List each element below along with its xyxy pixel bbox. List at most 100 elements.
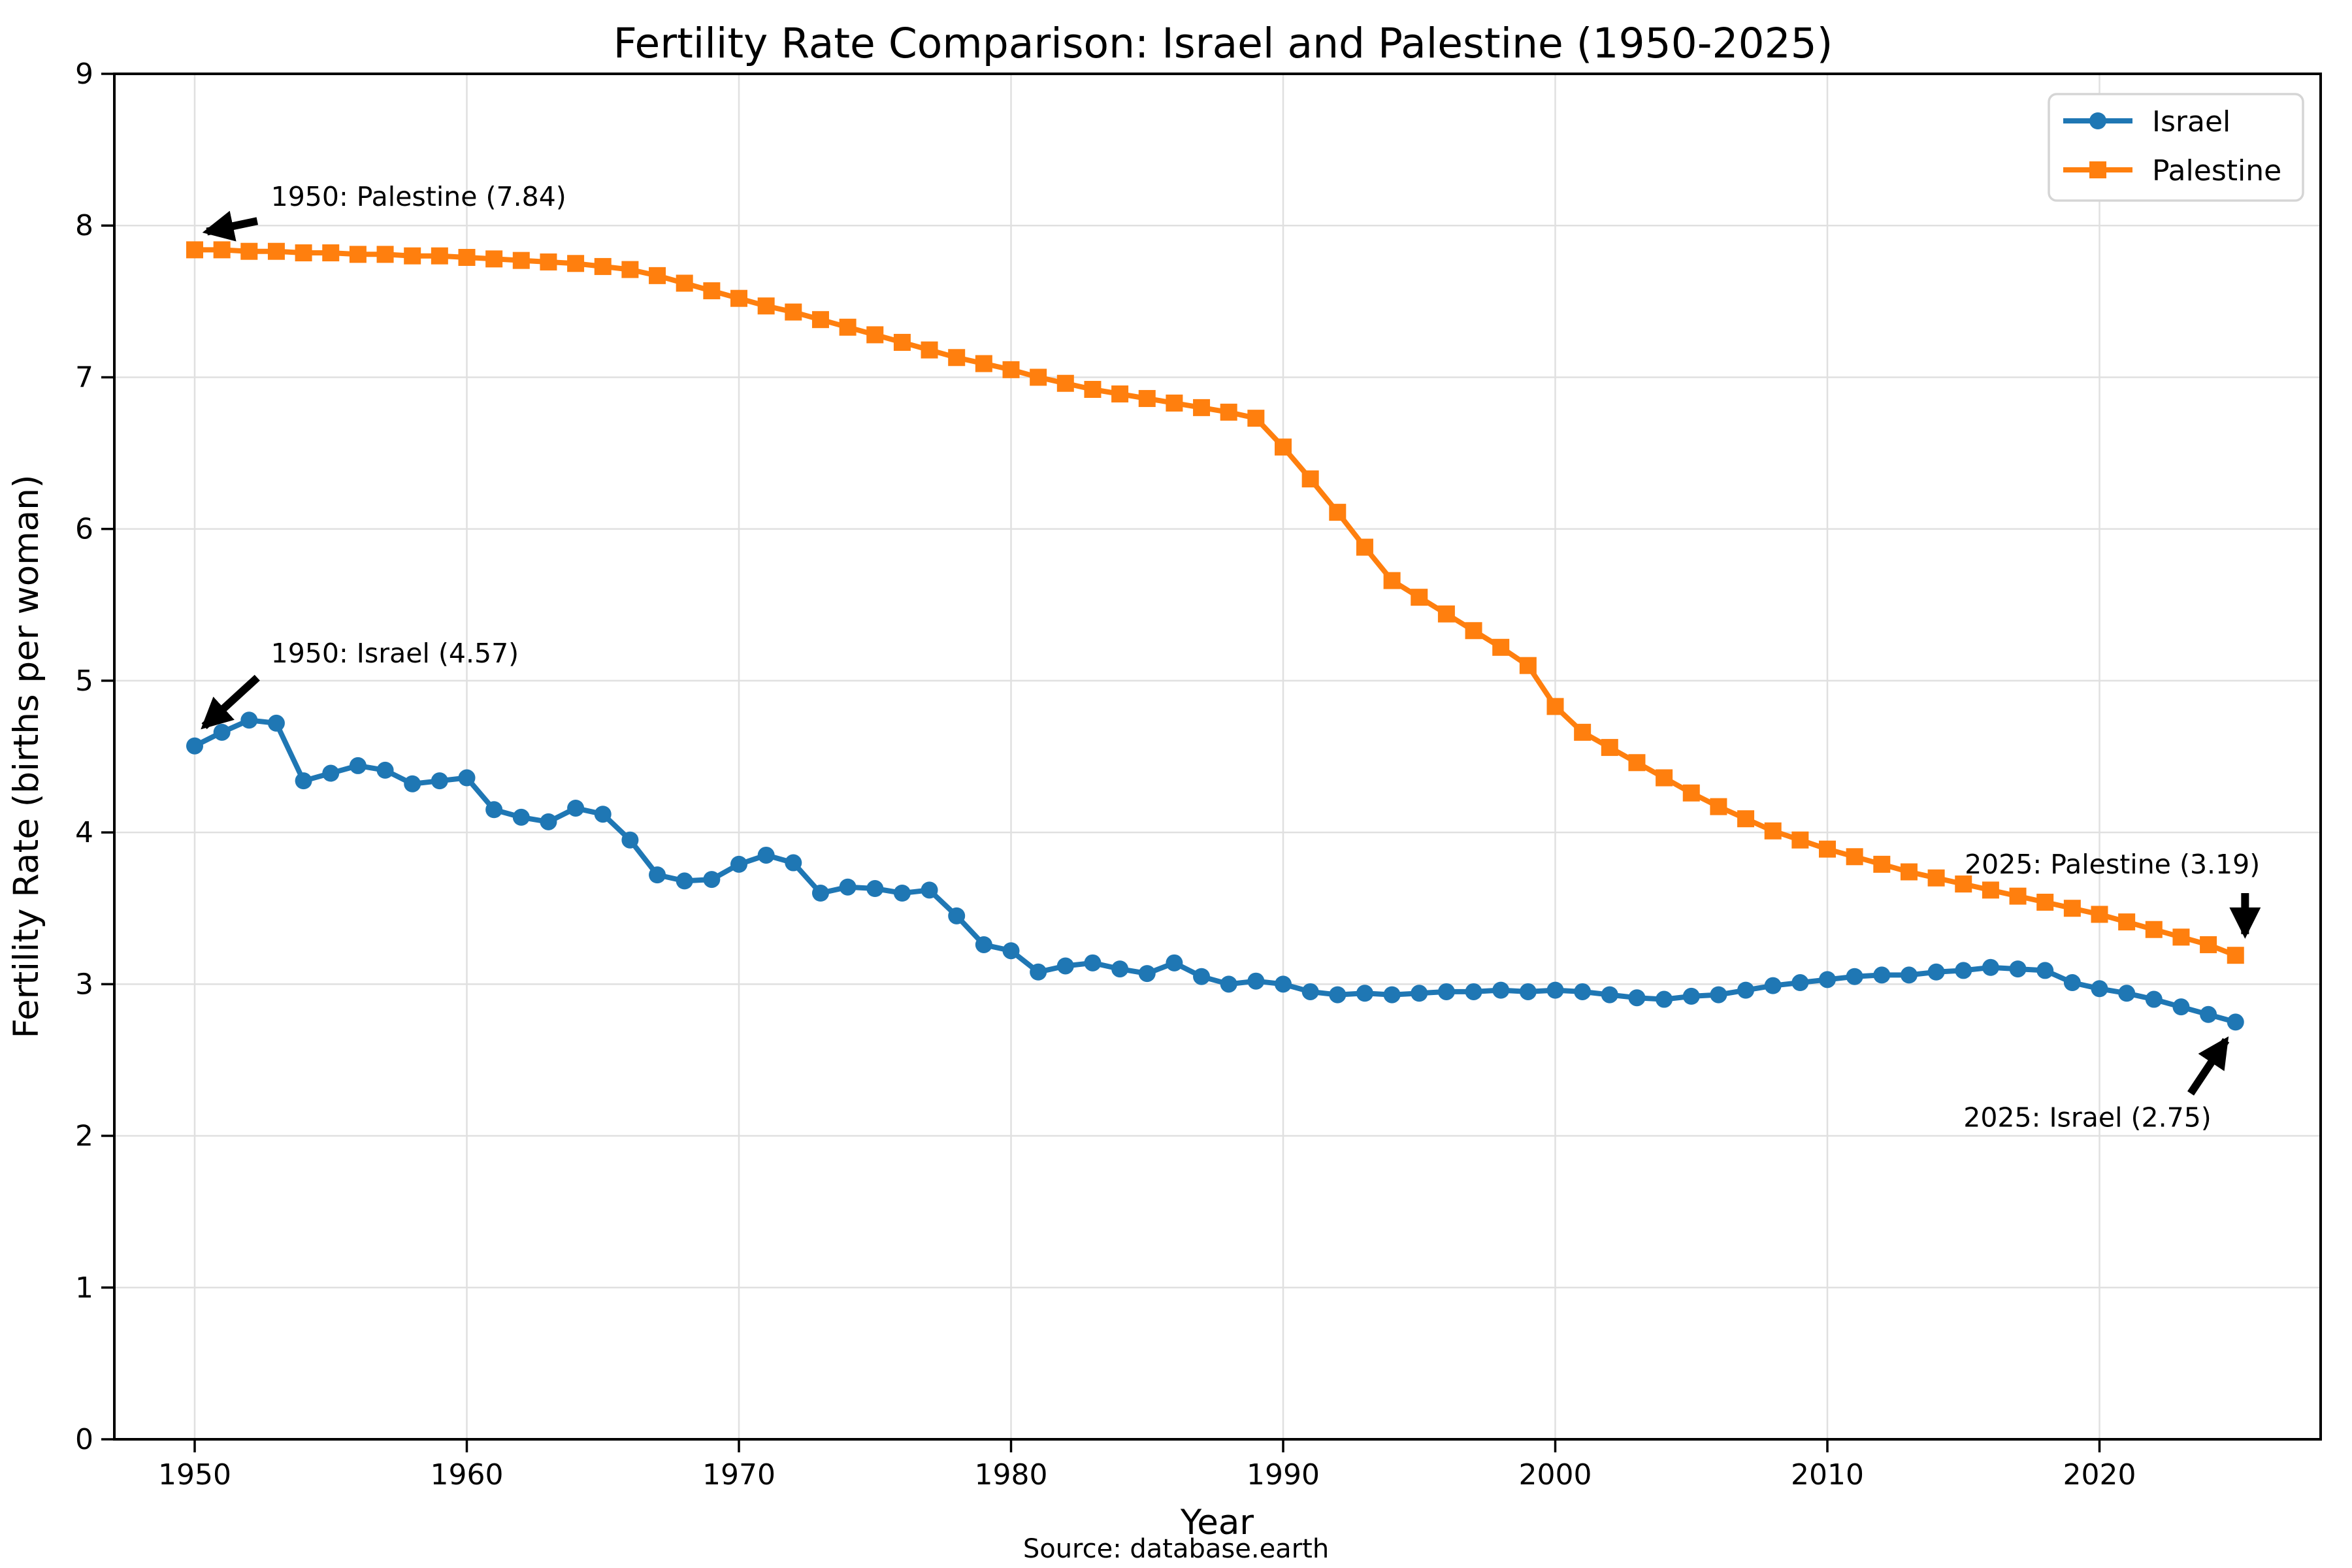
data-point-marker (1791, 831, 1809, 849)
legend-label: Israel (2152, 105, 2230, 139)
data-point-marker (1465, 622, 1482, 640)
data-point-marker (1220, 975, 1237, 993)
axes-frame (113, 73, 2322, 1441)
data-point-marker (893, 885, 911, 902)
data-point-marker (2036, 962, 2054, 979)
data-point-marker (2091, 906, 2108, 923)
data-point-marker (1710, 986, 1727, 1004)
plot-border (113, 73, 2322, 1441)
data-point-marker (1056, 957, 1074, 975)
y-tick-label-8: 8 (75, 209, 93, 242)
data-point-marker (1819, 971, 1836, 988)
data-point-marker (676, 274, 693, 292)
data-point-marker (1764, 977, 1782, 994)
data-point-marker (1329, 504, 1347, 521)
data-point-marker (703, 871, 721, 889)
data-point-marker (1764, 822, 1782, 840)
data-point-marker (2200, 936, 2217, 953)
data-point-marker (1819, 840, 1836, 858)
data-point-marker (1030, 368, 1047, 386)
data-point-marker (1437, 983, 1455, 1000)
data-point-marker (811, 885, 829, 902)
data-point-marker (1166, 394, 1183, 412)
data-point-marker (1138, 389, 1156, 407)
data-point-marker (2118, 985, 2136, 1002)
data-point-marker (730, 289, 747, 307)
data-point-marker (295, 772, 312, 790)
data-point-marker (2118, 913, 2136, 931)
data-point-marker (1846, 968, 1863, 985)
x-tick-label-2010: 2010 (1791, 1458, 1864, 1492)
data-point-marker (1710, 798, 1727, 815)
data-point-marker (349, 246, 367, 263)
data-point-marker (322, 244, 340, 262)
ann-1950-israel: 1950: Israel (4.57) (201, 638, 519, 730)
data-point-marker (1519, 657, 1537, 674)
data-point-marker (730, 855, 747, 873)
data-point-marker (485, 801, 503, 819)
legend-item-israel: Israel (2063, 105, 2230, 139)
data-point-marker (1737, 981, 1755, 999)
annotation-text: 2025: Palestine (3.19) (1965, 849, 2260, 880)
legend: Israel Palestine (2048, 93, 2304, 202)
data-point-marker (1411, 589, 1428, 606)
data-point-marker (594, 257, 612, 275)
data-point-marker (267, 242, 285, 260)
data-point-marker (2009, 960, 2027, 978)
x-axis-label: Year (1180, 1503, 1254, 1543)
data-point-marker (1873, 966, 1891, 984)
data-point-marker (540, 253, 557, 270)
data-point-marker (1546, 698, 1564, 715)
data-point-marker (1002, 942, 1020, 960)
y-tick-label-1: 1 (75, 1271, 93, 1305)
data-point-marker (1247, 972, 1265, 990)
palestine-series (186, 241, 2244, 964)
data-point-marker (1900, 863, 1918, 881)
data-point-marker (948, 907, 966, 924)
data-point-marker (2200, 1005, 2217, 1023)
data-point-marker (1601, 739, 1618, 757)
data-point-marker (213, 241, 231, 259)
data-point-marker (1656, 769, 1673, 787)
data-point-marker (1955, 962, 1972, 979)
data-point-marker (1656, 990, 1673, 1008)
data-point-marker (1927, 963, 1945, 981)
data-point-marker (567, 799, 585, 817)
data-point-marker (1084, 381, 1102, 399)
data-point-marker (349, 757, 367, 774)
data-point-marker (1982, 958, 1999, 976)
y-tick-label-2: 2 (75, 1120, 93, 1153)
legend-label: Palestine (2152, 154, 2281, 188)
data-series (186, 241, 2244, 1031)
data-point-marker (621, 831, 639, 849)
x-tick-label-1990: 1990 (1247, 1458, 1320, 1492)
data-point-marker (2227, 947, 2244, 964)
data-point-marker (458, 248, 476, 266)
data-point-marker (376, 246, 394, 263)
data-point-marker (1574, 723, 1592, 741)
grid-lines (114, 73, 2321, 1441)
data-point-marker (1927, 869, 1945, 887)
data-point-marker (1492, 981, 1510, 999)
x-tick-label-1950: 1950 (158, 1458, 231, 1492)
data-point-marker (893, 334, 911, 351)
data-point-marker (1193, 968, 1211, 985)
data-point-marker (2036, 893, 2054, 911)
data-point-marker (1084, 954, 1102, 972)
data-point-marker (1329, 986, 1347, 1004)
data-point-marker (1737, 810, 1755, 828)
data-point-marker (839, 878, 857, 896)
data-point-marker (1628, 989, 1646, 1007)
data-point-marker (1628, 754, 1646, 772)
data-point-marker (1301, 470, 1319, 488)
data-point-marker (186, 737, 203, 755)
data-point-marker (431, 772, 448, 790)
annotation-arrow (2187, 1036, 2230, 1096)
data-point-marker (1193, 399, 1211, 416)
y-tick-label-3: 3 (75, 968, 93, 1001)
data-point-marker (267, 714, 285, 732)
data-point-marker (921, 341, 938, 359)
data-point-marker (785, 854, 802, 872)
data-point-marker (1601, 986, 1618, 1004)
ann-2025-israel: 2025: Israel (2.75) (1963, 1036, 2230, 1134)
